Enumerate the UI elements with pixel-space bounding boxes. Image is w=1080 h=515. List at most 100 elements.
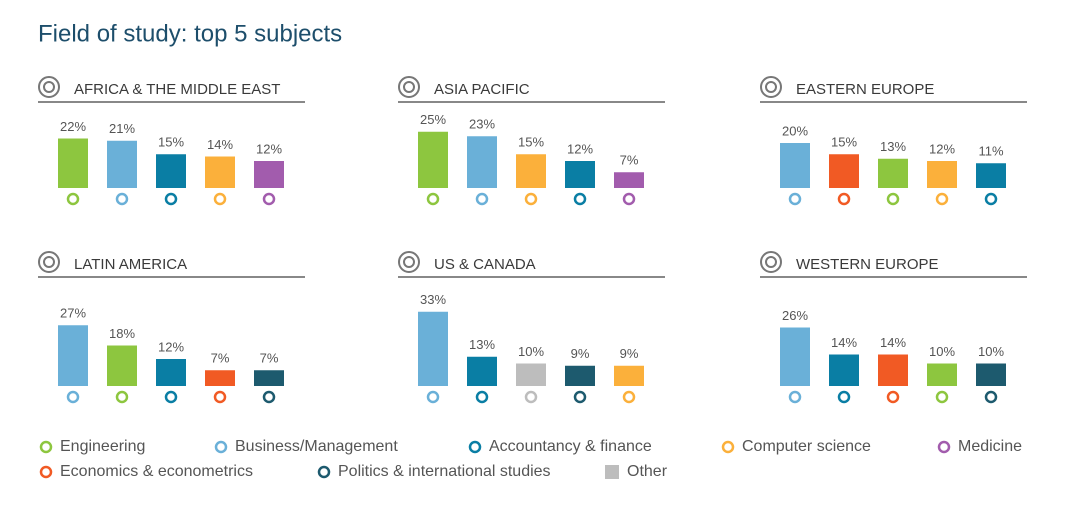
bar bbox=[58, 325, 88, 386]
bar bbox=[205, 370, 235, 386]
target-ring bbox=[43, 256, 55, 268]
subject-icon bbox=[164, 390, 178, 404]
target-ring bbox=[765, 81, 777, 93]
value-label: 18% bbox=[109, 326, 135, 341]
bar bbox=[467, 356, 497, 386]
target-ring bbox=[760, 76, 782, 98]
value-label: 13% bbox=[469, 337, 495, 352]
subject-icon bbox=[475, 192, 489, 206]
target-icon bbox=[398, 251, 420, 273]
subject-icon bbox=[214, 440, 228, 454]
value-label: 23% bbox=[469, 117, 495, 132]
subject-icon bbox=[837, 192, 851, 206]
subject-icon bbox=[886, 192, 900, 206]
subject-icon bbox=[39, 440, 53, 454]
bar bbox=[565, 161, 595, 188]
subject-icon bbox=[262, 192, 276, 206]
panel-title: ASIA PACIFIC bbox=[434, 81, 530, 98]
bar bbox=[878, 354, 908, 386]
value-label: 12% bbox=[256, 141, 282, 156]
bar bbox=[467, 136, 497, 188]
bar bbox=[418, 311, 448, 386]
value-label: 15% bbox=[158, 135, 184, 150]
subject-icon bbox=[426, 192, 440, 206]
subject-icon bbox=[164, 192, 178, 206]
panel-title: AFRICA & THE MIDDLE EAST bbox=[74, 81, 280, 98]
subject-icon bbox=[475, 390, 489, 404]
value-label: 10% bbox=[978, 344, 1004, 359]
panel-title: US & CANADA bbox=[434, 256, 536, 273]
value-label: 22% bbox=[60, 119, 86, 134]
bar bbox=[927, 161, 957, 188]
subject-icon bbox=[524, 390, 538, 404]
target-ring bbox=[43, 81, 55, 93]
value-label: 7% bbox=[260, 351, 279, 366]
target-ring bbox=[403, 81, 415, 93]
target-ring bbox=[765, 256, 777, 268]
subject-icon bbox=[886, 390, 900, 404]
value-label: 12% bbox=[567, 141, 593, 156]
legend-label: Accountancy & finance bbox=[489, 438, 652, 455]
legend-label: Medicine bbox=[958, 438, 1022, 455]
bar bbox=[614, 172, 644, 188]
bar bbox=[614, 365, 644, 386]
bar bbox=[107, 140, 137, 188]
target-icon bbox=[38, 76, 60, 98]
panel-title: WESTERN EUROPE bbox=[796, 256, 939, 273]
bar bbox=[780, 327, 810, 386]
target-ring bbox=[398, 76, 420, 98]
value-label: 21% bbox=[109, 121, 135, 136]
subject-icon bbox=[426, 390, 440, 404]
legend-label: Computer science bbox=[742, 438, 871, 455]
value-label: 7% bbox=[211, 351, 230, 366]
subject-icon bbox=[524, 192, 538, 206]
value-label: 27% bbox=[60, 306, 86, 321]
subject-icon bbox=[39, 465, 53, 479]
subject-icon bbox=[115, 390, 129, 404]
bar bbox=[205, 156, 235, 188]
bar bbox=[107, 345, 137, 386]
value-label: 14% bbox=[207, 137, 233, 152]
value-label: 13% bbox=[880, 139, 906, 154]
bar bbox=[976, 163, 1006, 188]
subject-icon bbox=[66, 390, 80, 404]
subject-icon bbox=[573, 192, 587, 206]
subject-icon bbox=[262, 390, 276, 404]
target-icon bbox=[760, 76, 782, 98]
subject-icon bbox=[66, 192, 80, 206]
subject-icon bbox=[622, 192, 636, 206]
value-label: 20% bbox=[782, 123, 808, 138]
subject-icon bbox=[937, 440, 951, 454]
bar bbox=[418, 131, 448, 188]
bar bbox=[927, 363, 957, 386]
subject-icon bbox=[788, 192, 802, 206]
subject-icon bbox=[573, 390, 587, 404]
value-label: 15% bbox=[518, 135, 544, 150]
value-label: 15% bbox=[831, 135, 857, 150]
legend-label: Business/Management bbox=[235, 438, 398, 455]
subject-icon bbox=[213, 390, 227, 404]
value-label: 12% bbox=[929, 141, 955, 156]
subject-icon bbox=[317, 465, 331, 479]
target-ring bbox=[403, 256, 415, 268]
target-icon bbox=[760, 251, 782, 273]
value-label: 9% bbox=[571, 346, 590, 361]
subject-icon bbox=[115, 192, 129, 206]
bar bbox=[58, 138, 88, 188]
value-label: 14% bbox=[880, 335, 906, 350]
value-label: 9% bbox=[620, 346, 639, 361]
value-label: 12% bbox=[158, 339, 184, 354]
target-ring bbox=[760, 251, 782, 273]
value-label: 26% bbox=[782, 308, 808, 323]
value-label: 7% bbox=[620, 153, 639, 168]
bar bbox=[780, 143, 810, 188]
bar bbox=[156, 154, 186, 188]
bar bbox=[254, 370, 284, 386]
bar bbox=[878, 158, 908, 188]
bar bbox=[565, 365, 595, 386]
legend-label: Engineering bbox=[60, 438, 145, 455]
value-label: 25% bbox=[420, 112, 446, 127]
bar bbox=[976, 363, 1006, 386]
subject-icon bbox=[984, 390, 998, 404]
